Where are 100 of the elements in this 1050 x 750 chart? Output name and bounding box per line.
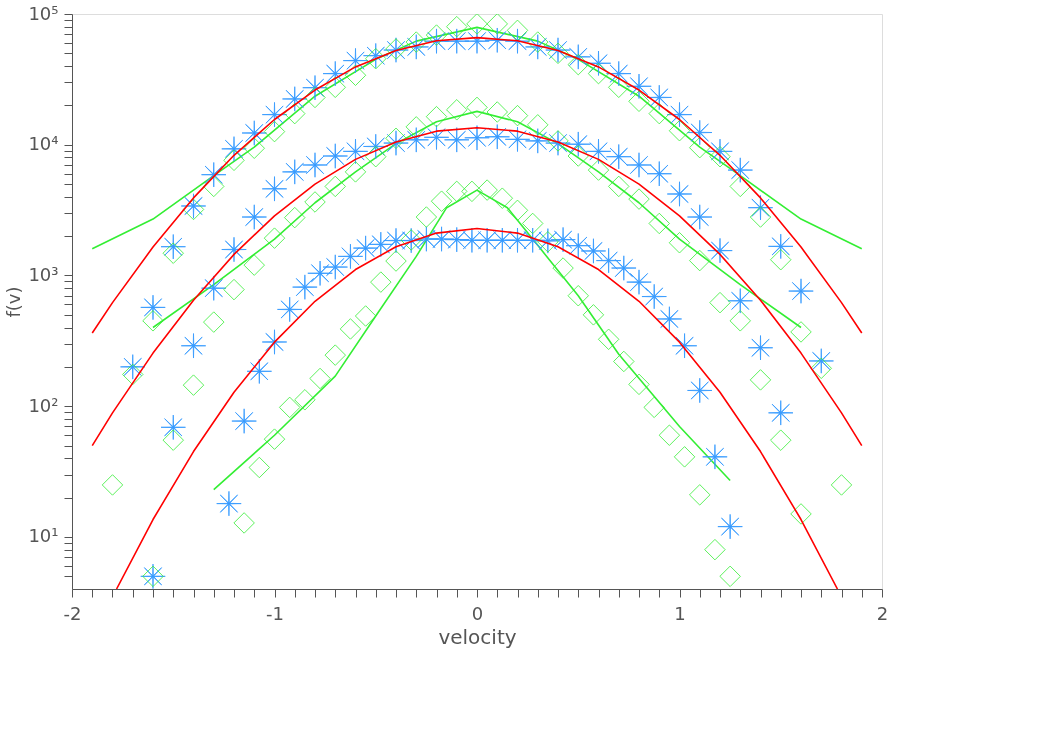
point — [668, 120, 691, 142]
point — [243, 254, 265, 276]
point — [284, 206, 306, 229]
point — [595, 247, 622, 274]
point — [790, 321, 812, 343]
point — [461, 180, 483, 203]
point — [221, 236, 247, 263]
point — [446, 180, 468, 203]
point — [342, 47, 369, 74]
point — [626, 152, 652, 178]
point — [122, 363, 144, 386]
x-tick-label: 2 — [876, 602, 889, 624]
point — [702, 444, 728, 470]
point — [160, 414, 186, 440]
point — [719, 565, 741, 587]
point — [646, 84, 672, 111]
point — [182, 374, 205, 396]
point — [307, 260, 333, 286]
point — [727, 288, 753, 314]
point — [324, 344, 346, 366]
point — [241, 204, 267, 230]
point — [263, 227, 286, 249]
point — [788, 278, 814, 304]
x-axis-title: velocity — [438, 624, 517, 649]
line-series — [91, 126, 863, 447]
point — [484, 124, 510, 150]
point — [585, 138, 612, 165]
point — [628, 373, 650, 395]
point — [352, 235, 379, 261]
point — [749, 206, 772, 228]
point — [304, 86, 326, 109]
point — [687, 377, 713, 404]
point — [717, 513, 743, 540]
point — [324, 76, 346, 98]
point — [628, 188, 650, 210]
point — [277, 296, 303, 323]
point — [587, 62, 610, 85]
point — [370, 271, 392, 293]
point — [658, 424, 681, 446]
point — [709, 146, 731, 168]
point — [648, 102, 670, 125]
point — [182, 198, 205, 221]
point — [354, 305, 377, 327]
point — [749, 369, 772, 391]
point — [444, 127, 470, 153]
point — [567, 285, 589, 307]
point — [522, 212, 544, 235]
point — [729, 310, 751, 332]
point — [339, 318, 362, 340]
point — [668, 232, 691, 254]
point — [506, 19, 529, 41]
point — [504, 126, 531, 152]
point — [550, 226, 576, 253]
point — [344, 161, 367, 183]
point — [656, 306, 683, 332]
point — [567, 53, 589, 76]
x-tick-label: -1 — [266, 602, 284, 624]
point — [611, 255, 637, 281]
y-tick-label: 10¹ — [28, 525, 59, 547]
point — [727, 157, 753, 183]
point — [689, 249, 711, 272]
point — [309, 367, 331, 390]
point — [646, 161, 672, 187]
point — [567, 145, 589, 167]
point — [790, 503, 812, 525]
point — [626, 269, 652, 295]
point — [231, 408, 257, 434]
point — [405, 116, 427, 138]
point — [689, 137, 711, 159]
point — [405, 31, 427, 53]
point — [263, 428, 286, 450]
point — [162, 429, 184, 451]
point — [606, 144, 632, 170]
point — [294, 389, 316, 411]
point — [547, 42, 569, 64]
point — [506, 199, 529, 221]
point — [582, 304, 605, 326]
x-tick-label: -2 — [63, 602, 82, 624]
point — [565, 233, 591, 259]
point — [768, 400, 794, 426]
point — [282, 159, 308, 185]
point — [527, 31, 549, 53]
point — [729, 175, 751, 198]
point — [344, 64, 367, 86]
point — [673, 446, 696, 468]
point — [565, 131, 591, 157]
point — [464, 125, 490, 151]
x-tick-label: 1 — [674, 602, 686, 624]
point — [580, 238, 607, 264]
point — [446, 99, 468, 121]
point — [304, 191, 326, 213]
point — [261, 176, 288, 202]
point — [368, 231, 394, 258]
point — [223, 278, 245, 301]
point — [648, 212, 670, 235]
point — [641, 283, 667, 310]
point — [709, 291, 731, 314]
point — [342, 138, 369, 165]
y-tick-label: 10⁴ — [28, 133, 59, 155]
point — [486, 101, 508, 123]
